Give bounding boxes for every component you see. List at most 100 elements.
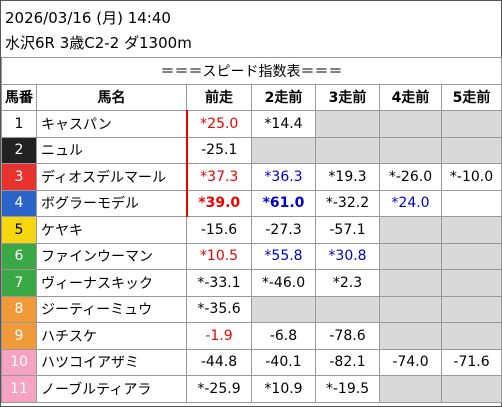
speed-index: *-32.2 — [315, 189, 380, 217]
speed-index: -44.8 — [186, 348, 252, 376]
speed-index — [379, 110, 442, 138]
speed-index: *14.4 — [251, 110, 316, 138]
horse-name: ジーティーミュウ — [36, 295, 187, 323]
horse-number: 9 — [1, 322, 37, 350]
speed-index: *10.5 — [186, 242, 252, 270]
table-row: 1 キャスパン *25.0 *14.4 — [1, 110, 502, 138]
column-header: 3走前 — [315, 83, 380, 111]
speed-index: *-33.1 — [186, 269, 252, 297]
speed-index: *10.9 — [251, 375, 316, 403]
speed-table: ＝＝＝スピード指数表＝＝＝ 馬番 馬名 前走 2走前 3走前 4走前 5走前 1 キャスパン *… — [0, 57, 502, 403]
race-info: 水沢6R 3歳C2-2 ダ1300m — [5, 34, 192, 52]
speed-index — [379, 375, 442, 403]
speed-index — [379, 136, 442, 164]
speed-index — [379, 295, 442, 323]
table-row: 4 ボグラーモデル *39.0 *61.0 *-32.2 *24.0 — [1, 189, 502, 217]
speed-index: -57.1 — [315, 216, 380, 244]
speed-index: -82.1 — [315, 348, 380, 376]
horse-number: 1 — [1, 110, 37, 138]
speed-index: *19.3 — [315, 163, 380, 191]
speed-index: *25.0 — [185, 110, 252, 138]
column-header: 馬番 — [1, 83, 37, 111]
speed-index: -78.6 — [315, 322, 380, 350]
speed-index — [440, 295, 502, 323]
speed-index: -15.6 — [186, 216, 252, 244]
speed-index: *30.8 — [315, 242, 380, 270]
horse-name: ボグラーモデル — [36, 189, 187, 217]
table-row: 5 ケヤキ -15.6 -27.3 -57.1 — [1, 216, 502, 244]
horse-number: 7 — [1, 269, 37, 297]
speed-index: *2.3 — [315, 269, 380, 297]
speed-index — [315, 110, 380, 138]
speed-index — [379, 242, 442, 270]
speed-index: *-10.0 — [440, 163, 502, 191]
table-row: 8 ジーティーミュウ *-35.6 — [1, 295, 502, 323]
column-header: 前走 — [186, 83, 252, 111]
horse-name: ノーブルティアラ — [36, 375, 187, 403]
speed-index: *-26.0 — [379, 163, 442, 191]
horse-name: ディオスデルマール — [36, 163, 187, 191]
speed-index: *-25.9 — [186, 375, 252, 403]
speed-index: -71.6 — [440, 348, 502, 376]
speed-index — [440, 322, 502, 350]
column-header: 4走前 — [379, 83, 442, 111]
horse-name: ニュル — [36, 136, 187, 164]
horse-name: キャスパン — [36, 110, 187, 138]
speed-index: -74.0 — [379, 348, 442, 376]
horse-number: 10 — [1, 348, 37, 376]
horse-number: 3 — [1, 163, 37, 191]
horse-number: 5 — [1, 216, 37, 244]
speed-index: *-46.0 — [251, 269, 316, 297]
speed-index: *-19.5 — [315, 375, 380, 403]
speed-index: *37.3 — [185, 163, 252, 191]
table-body: 1 キャスパン *25.0 *14.4 2 ニュル -25.1 3 ディオスデルマール *37.3… — [1, 110, 502, 403]
speed-index: *55.8 — [251, 242, 316, 270]
table-row: 6 ファインウーマン *10.5 *55.8 *30.8 — [1, 242, 502, 270]
speed-index — [440, 269, 502, 297]
horse-number: 11 — [1, 375, 37, 403]
horse-number: 2 — [1, 136, 37, 164]
header-row: 馬番 馬名 前走 2走前 3走前 4走前 5走前 — [1, 83, 502, 111]
speed-index — [315, 136, 380, 164]
speed-index — [440, 216, 502, 244]
speed-index — [440, 189, 502, 217]
horse-name: ファインウーマン — [36, 242, 187, 270]
table-row: 10 ハツコイアザミ -44.8 -40.1 -82.1 -74.0 -71.6 — [1, 348, 502, 376]
speed-index: *61.0 — [251, 189, 316, 217]
horse-number: 4 — [1, 189, 37, 217]
speed-index — [379, 269, 442, 297]
horse-name: ケヤキ — [36, 216, 187, 244]
speed-index: *24.0 — [379, 189, 442, 217]
horse-name: ハツコイアザミ — [36, 348, 187, 376]
speed-index: -1.9 — [186, 322, 252, 350]
speed-index — [379, 216, 442, 244]
table-row: 11 ノーブルティアラ *-25.9 *10.9 *-19.5 — [1, 375, 502, 403]
table-row: 9 ハチスケ -1.9 -6.8 -78.6 — [1, 322, 502, 350]
speed-index — [440, 375, 502, 403]
speed-index: *-35.6 — [186, 295, 252, 323]
speed-index — [251, 136, 316, 164]
speed-index: *36.3 — [251, 163, 316, 191]
speed-index — [251, 295, 316, 323]
speed-index: -40.1 — [251, 348, 316, 376]
horse-number: 6 — [1, 242, 37, 270]
speed-index — [315, 295, 380, 323]
speed-index: *39.0 — [185, 189, 252, 217]
speed-index — [440, 136, 502, 164]
horse-name: ヴィーナスキック — [36, 269, 187, 297]
speed-index — [440, 242, 502, 270]
column-header: 2走前 — [251, 83, 316, 111]
speed-index — [440, 110, 502, 138]
table-row: 3 ディオスデルマール *37.3 *36.3 *19.3 *-26.0 *-10.0 — [1, 163, 502, 191]
table-row: 7 ヴィーナスキック *-33.1 *-46.0 *2.3 — [1, 269, 502, 297]
table-row: 2 ニュル -25.1 — [1, 136, 502, 164]
column-header: 5走前 — [440, 83, 502, 111]
table-title: ＝＝＝スピード指数表＝＝＝ — [0, 57, 502, 85]
speed-index: -27.3 — [251, 216, 316, 244]
horse-name: ハチスケ — [36, 322, 187, 350]
speed-index — [379, 322, 442, 350]
speed-index: -6.8 — [251, 322, 316, 350]
datetime: 2026/03/16 (月) 14:40 — [5, 9, 171, 27]
column-header: 馬名 — [36, 83, 187, 111]
